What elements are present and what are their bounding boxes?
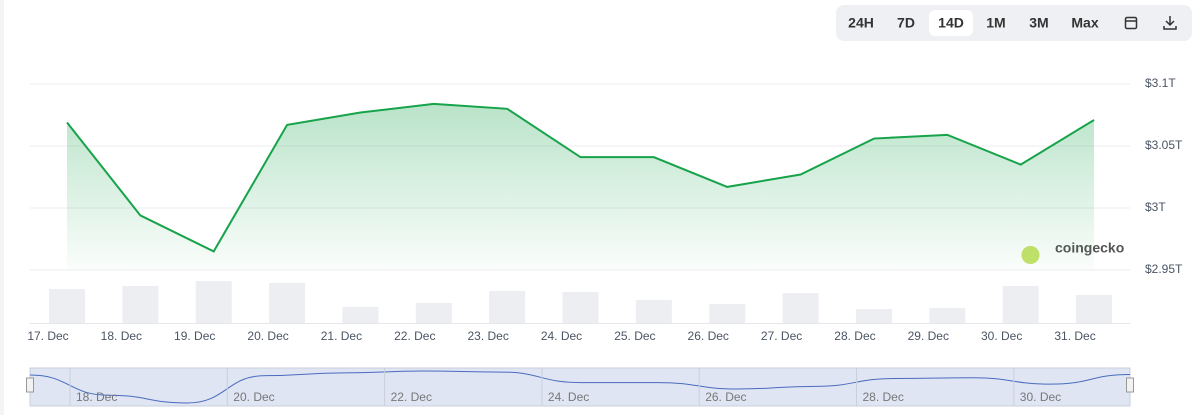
x-tick-label: 29. Dec (908, 329, 949, 343)
navigator-handle[interactable] (1126, 377, 1134, 393)
x-tick-label: 24. Dec (541, 329, 582, 343)
navigator-label: 28. Dec (863, 390, 904, 404)
navigator-label: 30. Dec (1020, 390, 1061, 404)
x-tick-label: 18. Dec (101, 329, 142, 343)
x-tick-label: 27. Dec (761, 329, 802, 343)
navigator-label: 24. Dec (548, 390, 589, 404)
volume-bar (415, 303, 452, 323)
volume-bar (855, 309, 892, 323)
volume-bar (49, 289, 85, 323)
range-button[interactable]: Max (1071, 15, 1098, 31)
volume-bar (269, 283, 306, 323)
navigator-label: 20. Dec (233, 390, 274, 404)
x-tick-label: 20. Dec (247, 329, 288, 343)
area (67, 103, 1095, 270)
range-button[interactable]: 24H (848, 15, 874, 31)
x-tick-label: 23. Dec (467, 329, 508, 343)
x-tick-label: 21. Dec (321, 329, 362, 343)
volume-bar (489, 291, 526, 323)
x-tick-label: 31. Dec (1054, 329, 1095, 343)
volume-bar (562, 292, 599, 323)
range-button[interactable]: 14D (938, 15, 964, 31)
volume-bar (782, 293, 819, 323)
calendar-icon[interactable] (1124, 16, 1138, 30)
navigator-label: 22. Dec (391, 390, 432, 404)
left-edge (0, 0, 4, 415)
toolbar (836, 5, 1192, 41)
x-tick-label: 19. Dec (174, 329, 215, 343)
volume-bar (709, 304, 746, 323)
line (66, 102, 1095, 253)
x-tick-label: 28. Dec (834, 329, 875, 343)
volume-bar (929, 308, 966, 323)
volume-bar (195, 281, 232, 323)
x-tick-label: 26. Dec (688, 329, 729, 343)
x-tick-label: 30. Dec (981, 329, 1022, 343)
navigator-label: 18. Dec (76, 390, 117, 404)
navigator[interactable] (29, 367, 1131, 407)
volume-bar (1076, 295, 1113, 323)
y-tick-label: $3.05T (1145, 138, 1183, 152)
navigator-handle[interactable] (26, 377, 34, 393)
volume-bar (122, 286, 159, 323)
volume-bar (1002, 286, 1039, 323)
y-tick-label: $3T (1145, 200, 1166, 214)
download-icon[interactable] (1163, 16, 1177, 30)
range-button[interactable]: 3M (1029, 15, 1048, 31)
navigator-label: 26. Dec (705, 390, 746, 404)
navigator-line (29, 370, 1131, 404)
range-button[interactable]: 7D (897, 15, 915, 31)
volume-bar (342, 307, 379, 323)
range-button[interactable]: 1M (986, 15, 1005, 31)
y-tick-label: $2.95T (1145, 262, 1183, 276)
x-tick-label: 17. Dec (27, 329, 68, 343)
y-tick-label: $3.1T (1145, 76, 1176, 90)
active-button-bg (929, 10, 973, 36)
x-tick-label: 22. Dec (394, 329, 435, 343)
x-tick-label: 25. Dec (614, 329, 655, 343)
volume-bar (635, 300, 672, 323)
